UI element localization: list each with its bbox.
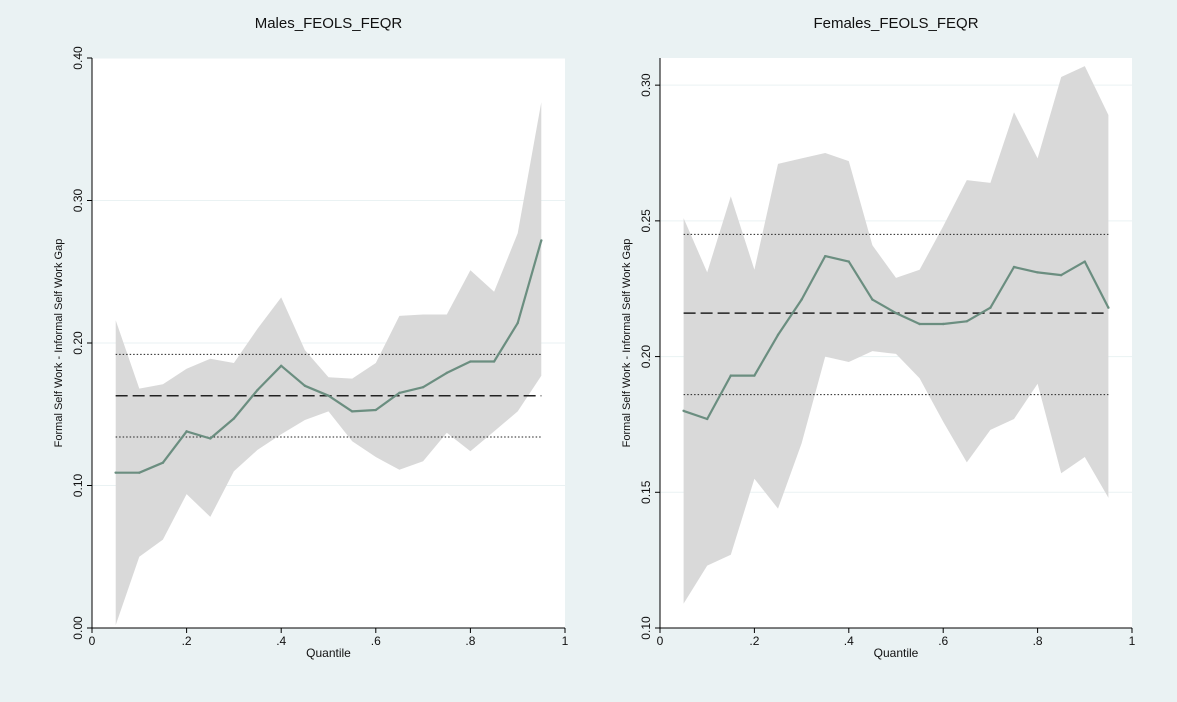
confidence-band (683, 66, 1109, 604)
qr-point (516, 321, 519, 325)
x-tick-label: .2 (182, 634, 192, 648)
y-tick-label: 0.25 (639, 209, 653, 233)
qr-point (729, 374, 732, 377)
qr-point (894, 311, 898, 315)
panel-females: 0 .2 .4 .6 .8 1 0.10 0.15 0.20 0.25 0.30 Females_… (621, 15, 1136, 660)
qr-point (280, 364, 283, 367)
qr-point (303, 384, 307, 387)
y-tick-label: 0.10 (71, 473, 85, 497)
qr-points (682, 254, 1110, 421)
qr-point (942, 322, 945, 326)
qr-point (847, 260, 850, 263)
confidence-band (115, 102, 542, 626)
x-axis-label: Quantile (874, 646, 919, 660)
qr-point (398, 391, 401, 395)
panel-males: 0 .2 .4 .6 .8 1 0.00 0.10 0.20 0.30 0.40 Males_FE… (53, 15, 569, 660)
axes (659, 58, 1132, 629)
qr-point (776, 333, 780, 337)
qr-point (256, 388, 259, 392)
x-tick-label: .8 (1033, 634, 1043, 648)
qr-point (232, 417, 236, 420)
qr-point (1012, 265, 1016, 269)
x-tick-label: .8 (465, 634, 475, 648)
qr-point (1107, 306, 1110, 309)
x-tick-label: .4 (276, 634, 286, 648)
qr-point (1060, 273, 1063, 277)
qr-point (824, 254, 827, 258)
qr-point (161, 461, 165, 464)
x-tick-label: 1 (1129, 634, 1136, 648)
qr-point (540, 239, 543, 242)
qr-point (421, 385, 425, 389)
x-tick-label: .6 (938, 634, 948, 648)
qr-point (800, 298, 803, 301)
qr-point (706, 417, 709, 421)
qr-point (871, 298, 874, 301)
qr-point (1036, 271, 1039, 274)
x-tick-label: 0 (657, 634, 664, 648)
qr-point (114, 471, 117, 474)
qr-point (682, 409, 685, 413)
y-ticks: 0.00 0.10 0.20 0.30 0.40 (71, 46, 92, 640)
y-tick-label: 0.10 (639, 616, 653, 640)
y-tick-label: 0.20 (639, 345, 653, 369)
x-axis-label: Quantile (306, 646, 351, 660)
y-tick-label: 0.30 (71, 188, 85, 212)
qr-point (445, 371, 448, 375)
qr-point (965, 320, 968, 323)
qr-point (374, 408, 377, 412)
y-axis-label: Formal Self Work - Informal Self Work Ga… (621, 239, 633, 448)
x-tick-label: 1 (562, 634, 569, 648)
qr-point (753, 374, 756, 377)
y-tick-label: 0.40 (71, 46, 85, 70)
x-ticks: 0 .2 .4 .6 .8 1 (89, 628, 569, 648)
qr-point (918, 322, 921, 326)
qr-point (209, 437, 212, 440)
qr-point (350, 410, 354, 413)
chart-title: Males_FEOLS_FEQR (255, 15, 403, 32)
qr-point (492, 360, 496, 363)
y-tick-label: 0.20 (71, 331, 85, 355)
x-tick-label: 0 (89, 634, 96, 648)
qr-point (1083, 260, 1087, 263)
qr-point (185, 430, 188, 433)
chart-title: Females_FEOLS_FEQR (813, 15, 978, 32)
y-tick-label: 0.15 (639, 480, 653, 504)
qr-point (138, 471, 141, 474)
y-ticks: 0.10 0.15 0.20 0.25 0.30 (639, 73, 660, 640)
x-ticks: 0 .2 .4 .6 .8 1 (657, 628, 1136, 648)
qr-points (114, 239, 543, 474)
x-tick-label: .2 (749, 634, 759, 648)
qr-point (989, 306, 992, 309)
x-tick-label: .4 (844, 634, 854, 648)
x-tick-label: .6 (371, 634, 381, 648)
qr-point (469, 360, 472, 363)
y-tick-label: 0.30 (639, 73, 653, 97)
qr-point (327, 394, 330, 397)
y-tick-label: 0.00 (71, 616, 85, 640)
y-axis-label: Formal Self Work - Informal Self Work Ga… (53, 239, 65, 448)
